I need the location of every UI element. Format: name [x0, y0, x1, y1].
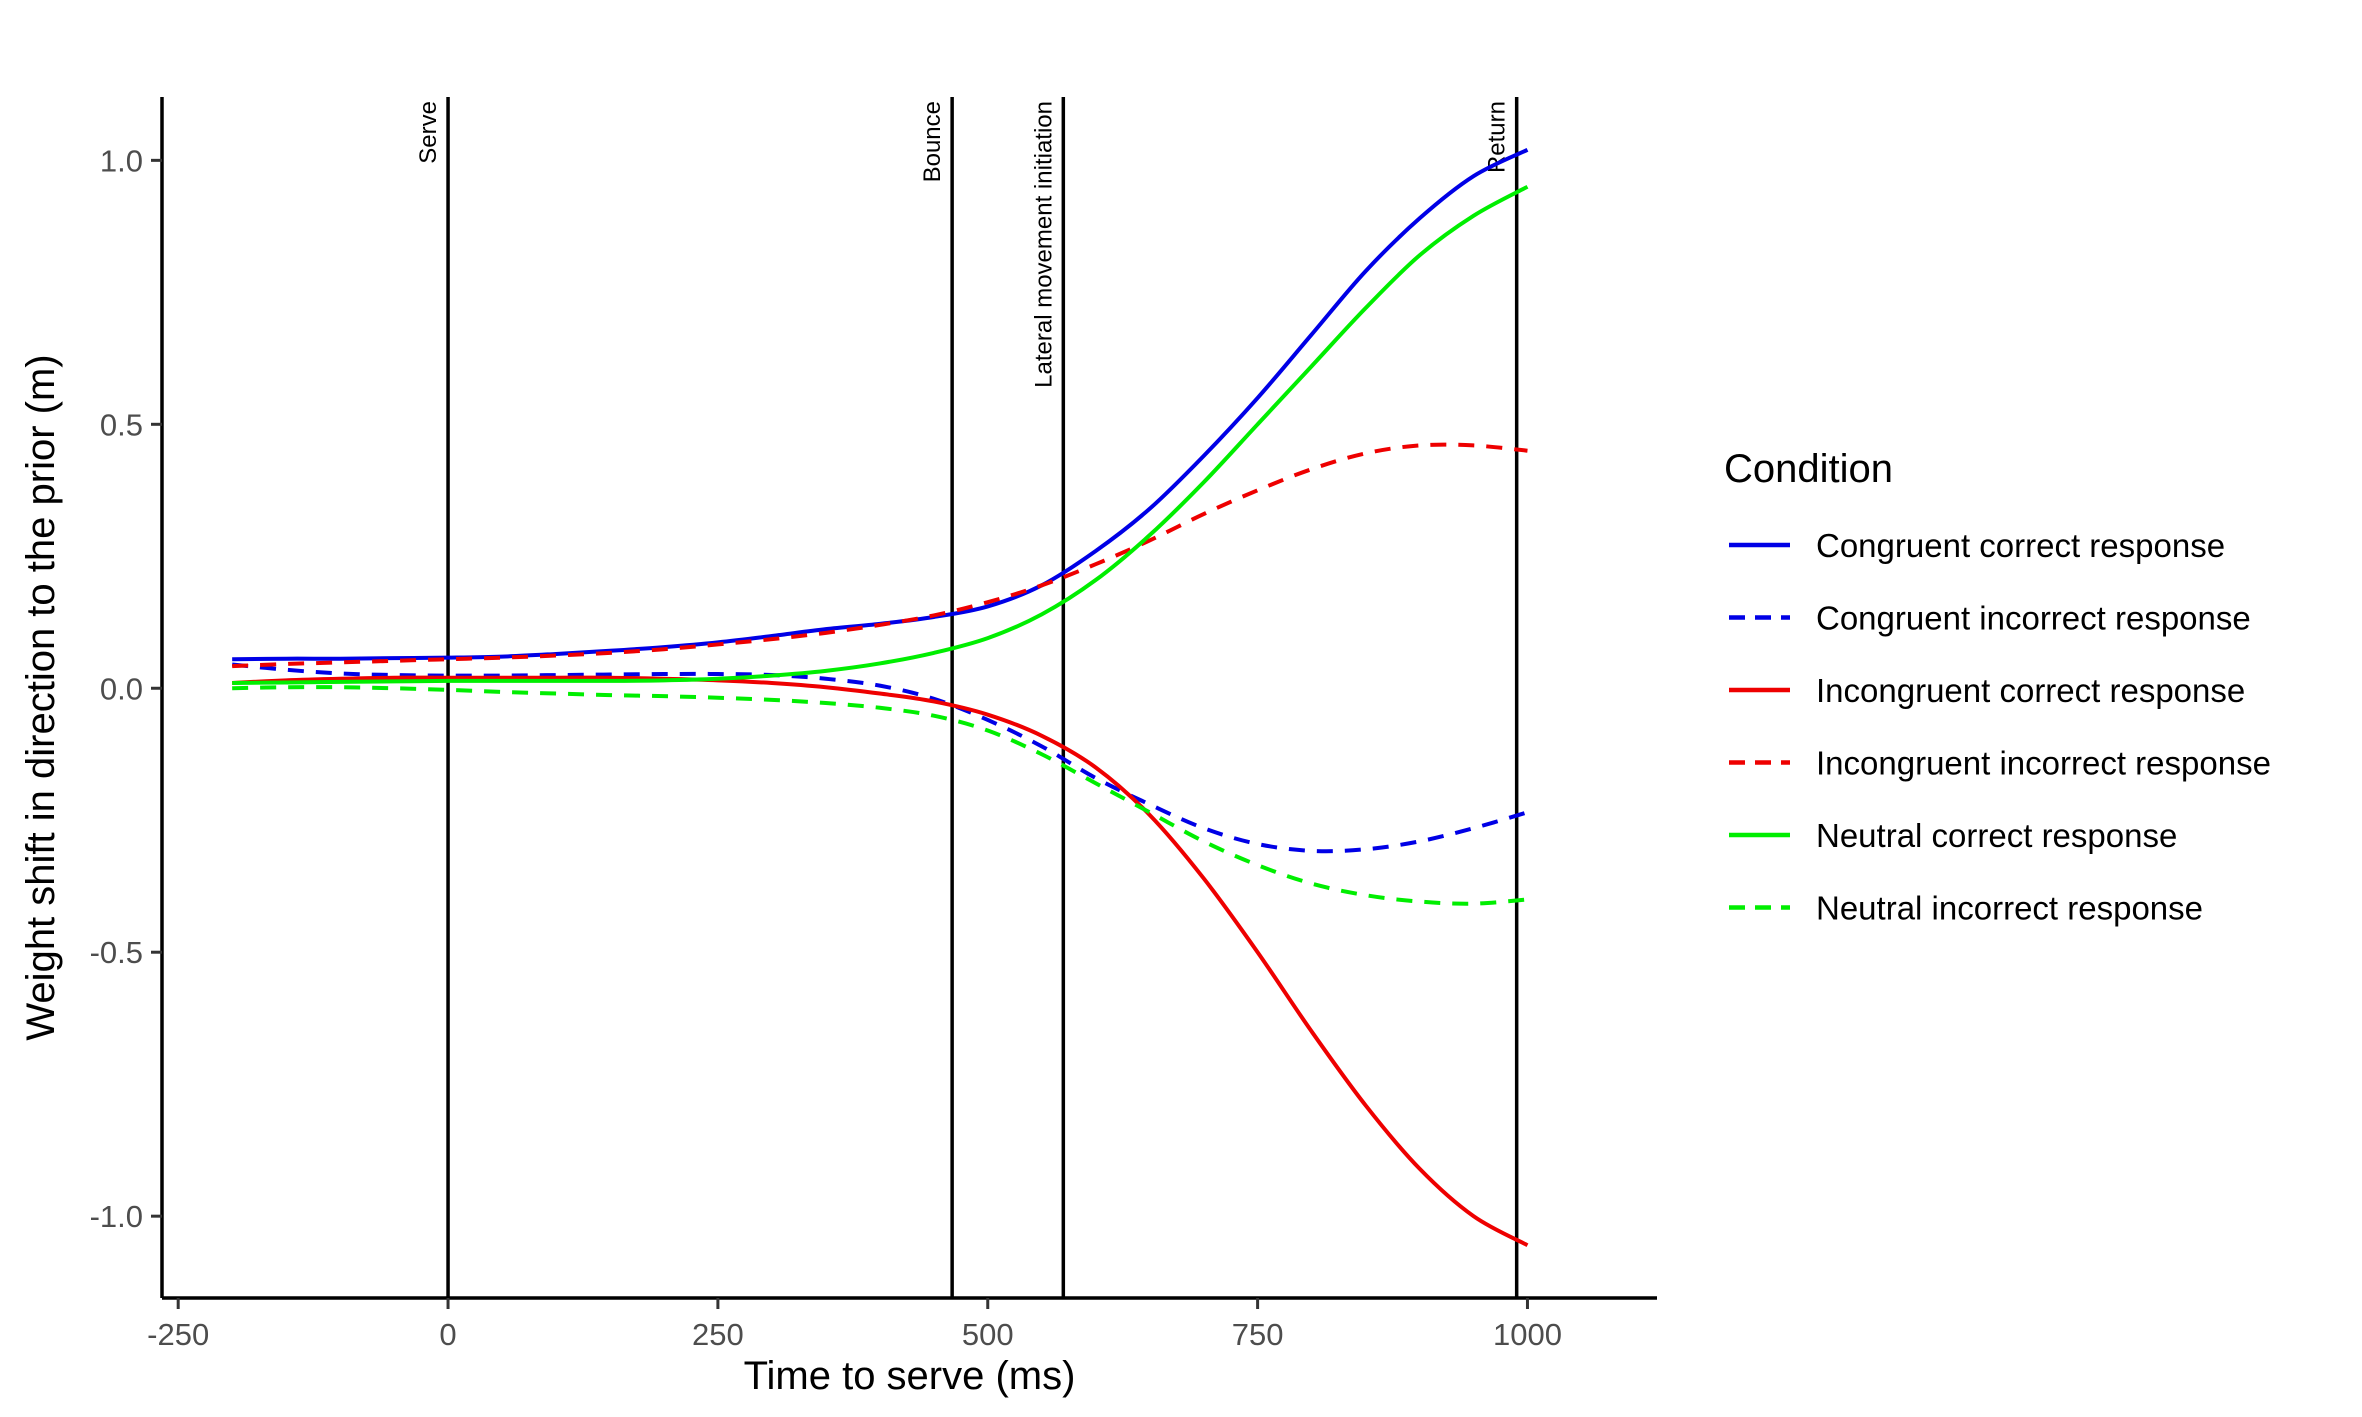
y-tick-label: -0.5	[90, 935, 143, 970]
series-line-incongruent-correct-response	[232, 675, 1529, 1247]
series-line-congruent-correct-response	[232, 147, 1529, 662]
series-lines	[231, 147, 1529, 1247]
y-tick-label: -1.0	[90, 1199, 143, 1234]
series-line-neutral-correct-response	[232, 184, 1529, 685]
y-tick-label: 0.0	[100, 671, 143, 706]
legend: Condition Congruent correct responseCong…	[1724, 447, 2271, 927]
legend-items: Congruent correct response Congruent inco…	[1729, 527, 2271, 927]
axes: -250 0 250 500 750 1000 1.0 0.5 0.0 -0.5 -1.0	[90, 97, 1657, 1352]
x-axis-ticks: -250 0 250 500 750 1000	[147, 1298, 1562, 1352]
x-tick-label: 250	[692, 1317, 744, 1352]
x-tick-label: 0	[439, 1317, 456, 1352]
legend-label: Neutral correct response	[1816, 817, 2177, 854]
vline-label: Serve	[415, 101, 442, 164]
series-line-incongruent-incorrect-response	[232, 442, 1528, 669]
x-axis-title: Time to serve (ms)	[744, 1354, 1076, 1398]
vline-label: Lateral movement initiation	[1030, 101, 1057, 388]
y-tick-label: 1.0	[100, 143, 143, 178]
y-axis-title: Weight shift in direction to the prior (…	[19, 354, 63, 1040]
x-tick-label: -250	[147, 1317, 209, 1352]
x-tick-label: 500	[962, 1317, 1014, 1352]
series-line-neutral-incorrect-response	[232, 685, 1528, 906]
legend-label: Incongruent incorrect response	[1816, 745, 2271, 782]
legend-title: Condition	[1724, 447, 1893, 491]
legend-label: Neutral incorrect response	[1816, 890, 2203, 927]
legend-label: Incongruent correct response	[1816, 672, 2245, 709]
series-line-congruent-incorrect-response	[231, 662, 1529, 854]
reference-lines: Serve Bounce Lateral movement initiation Re…	[415, 97, 1519, 1298]
y-axis-ticks: 1.0 0.5 0.0 -0.5 -1.0	[90, 143, 162, 1234]
vline-label: Bounce	[919, 101, 946, 182]
y-tick-label: 0.5	[100, 407, 143, 442]
legend-label: Congruent correct response	[1816, 527, 2225, 564]
legend-label: Congruent incorrect response	[1816, 600, 2251, 637]
plot-area: Serve Bounce Lateral movement initiation Re…	[231, 97, 1529, 1298]
x-tick-label: 1000	[1493, 1317, 1562, 1352]
x-tick-label: 750	[1232, 1317, 1284, 1352]
